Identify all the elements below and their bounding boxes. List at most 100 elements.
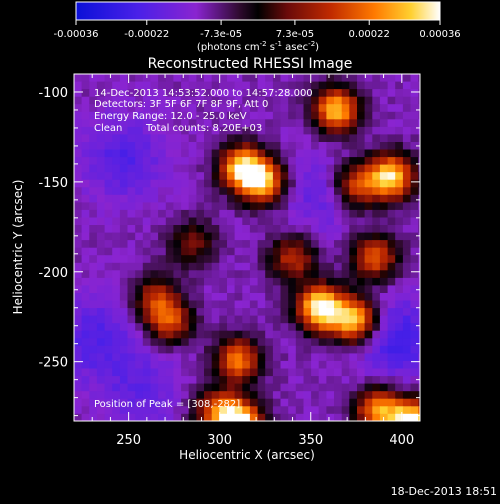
- heatmap-cell: [181, 157, 190, 166]
- heatmap-cell: [104, 149, 113, 158]
- heatmap-cell: [280, 270, 289, 279]
- heatmap-cell: [196, 293, 205, 302]
- heatmap-cell: [318, 285, 327, 294]
- heatmap-cell: [89, 413, 98, 421]
- heatmap-cell: [204, 232, 213, 241]
- heatmap-cell: [158, 421, 166, 429]
- heatmap-cell: [150, 277, 159, 287]
- heatmap-cell: [295, 149, 304, 158]
- heatmap-cell: [280, 142, 289, 151]
- heatmap-cell: [395, 81, 404, 90]
- heatmap-cell: [402, 240, 412, 249]
- heatmap-cell: [395, 202, 404, 211]
- x-tick-labels: 250 300 350 400: [116, 433, 414, 448]
- heatmap-cell: [410, 81, 419, 90]
- heatmap-cell: [227, 96, 236, 105]
- heatmap-cell: [372, 406, 381, 415]
- heatmap-cell: [142, 247, 151, 256]
- heatmap-cell: [311, 104, 320, 113]
- heatmap-cell: [142, 81, 151, 90]
- heatmap-cell: [272, 142, 282, 151]
- heatmap-cell: [318, 330, 327, 339]
- heatmap-cell: [357, 172, 366, 181]
- heatmap-cell: [303, 225, 312, 234]
- heatmap-cell: [379, 383, 389, 392]
- heatmap-cell: [127, 406, 136, 415]
- heatmap-cell: [395, 119, 404, 128]
- heatmap-cell: [387, 338, 396, 347]
- heatmap-cell: [426, 406, 434, 414]
- heatmap-cell: [426, 127, 434, 135]
- heatmap-cell: [249, 89, 259, 98]
- heatmap-cell: [341, 285, 350, 294]
- heatmap-cell: [303, 360, 312, 370]
- heatmap-cell: [135, 300, 144, 309]
- heatmap-cell: [165, 179, 174, 188]
- heatmap-cell: [249, 277, 259, 287]
- heatmap-cell: [74, 74, 83, 83]
- heatmap-cell: [387, 74, 396, 83]
- heatmap-cell: [173, 368, 182, 377]
- heatmap-cell: [341, 164, 350, 173]
- heatmap-cell: [112, 194, 121, 203]
- heatmap-cell: [219, 398, 228, 407]
- heatmap-cell: [188, 126, 197, 136]
- heatmap-cell: [288, 247, 297, 256]
- heatmap-cell: [372, 277, 381, 287]
- heatmap-cell: [196, 406, 205, 415]
- heatmap-cell: [135, 360, 144, 370]
- heatmap-cell: [387, 209, 396, 219]
- heatmap-cell: [173, 96, 182, 105]
- heatmap-cell: [96, 398, 106, 407]
- heatmap-cell: [89, 134, 98, 143]
- heatmap-cell: [349, 81, 358, 90]
- heatmap-cell: [96, 96, 106, 105]
- heatmap-cell: [295, 194, 304, 203]
- heatmap-cell: [96, 270, 106, 279]
- heatmap-cell: [249, 157, 259, 166]
- heatmap-cell: [135, 104, 144, 113]
- heatmap-cell: [104, 391, 113, 400]
- heatmap-cell: [127, 398, 136, 407]
- heatmap-cell: [74, 225, 83, 234]
- heatmap-cell: [249, 262, 259, 271]
- heatmap-cell: [372, 255, 381, 264]
- heatmap-cell: [349, 262, 358, 271]
- heatmap-cell: [311, 89, 320, 98]
- heatmap-cell: [318, 247, 327, 256]
- heatmap-cell: [395, 157, 404, 166]
- heatmap-cell: [326, 270, 335, 279]
- heatmap-cell: [181, 209, 190, 219]
- heatmap-cell: [135, 262, 144, 271]
- heatmap-cell: [81, 149, 90, 158]
- heatmap-cell: [349, 126, 358, 136]
- heatmap-cell: [357, 179, 366, 188]
- heatmap-cell: [142, 172, 151, 181]
- heatmap-cell: [150, 157, 159, 166]
- heatmap-cell: [150, 270, 159, 279]
- heatmap-cell: [334, 315, 343, 324]
- heatmap-cell: [311, 315, 320, 324]
- heatmap-cell: [364, 247, 373, 256]
- heatmap-cell: [387, 126, 396, 136]
- heatmap-cell: [387, 217, 396, 226]
- heatmap-cell: [288, 323, 297, 332]
- heatmap-cell: [365, 421, 373, 429]
- heatmap-cell: [173, 164, 182, 173]
- heatmap-cell: [395, 89, 404, 98]
- heatmap-cell: [387, 240, 396, 249]
- heatmap-cell: [280, 345, 289, 354]
- heatmap-cell: [318, 398, 327, 407]
- heatmap-cell: [349, 172, 358, 181]
- heatmap-cell: [257, 368, 266, 377]
- heatmap-cell: [165, 194, 174, 203]
- heatmap-cell: [410, 293, 419, 302]
- heatmap-cell: [418, 308, 420, 317]
- heatmap-cell: [181, 217, 190, 226]
- heatmap-cell: [426, 285, 434, 293]
- heatmap-cell: [349, 164, 358, 173]
- heatmap-cell: [74, 338, 83, 347]
- heatmap-cell: [387, 315, 396, 324]
- heatmap-cell: [89, 209, 98, 219]
- heatmap-cell: [265, 421, 273, 429]
